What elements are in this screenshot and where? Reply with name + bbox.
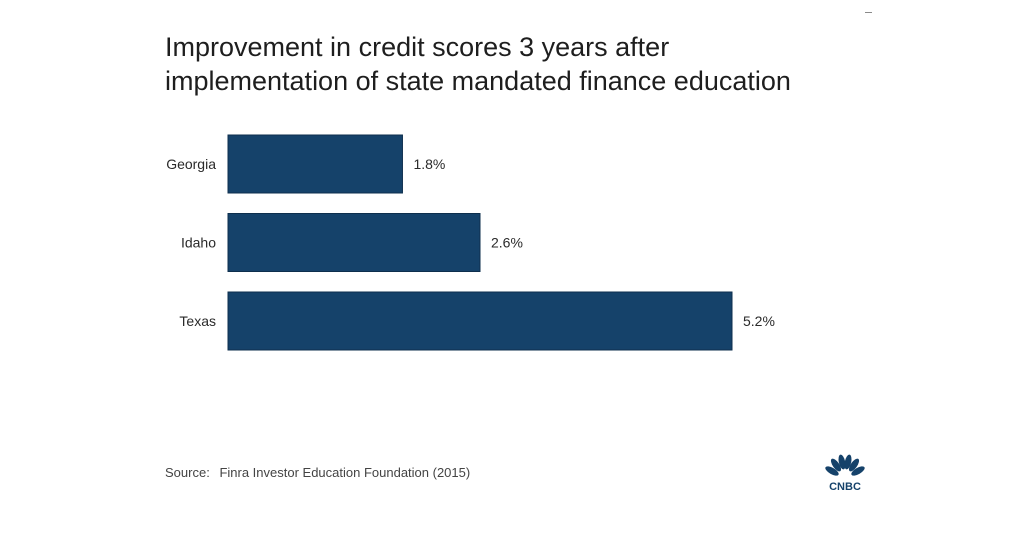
category-label-texas: Texas: [179, 313, 216, 329]
chart-title-line-2: implementation of state mandated finance…: [165, 66, 791, 96]
peacock-feathers: [825, 454, 865, 476]
decorative-dash: [865, 12, 872, 13]
source-text: Finra Investor Education Foundation (201…: [219, 465, 471, 480]
cnbc-peacock-logo-icon: CNBC: [825, 454, 865, 492]
value-label-georgia: 1.8%: [413, 156, 445, 172]
category-label-georgia: Georgia: [166, 156, 216, 172]
bar-texas: [227, 291, 733, 351]
chart-title: Improvement in credit scores 3 years aft…: [165, 30, 865, 98]
logo-text: CNBC: [829, 481, 861, 492]
bar-idaho: [227, 213, 481, 272]
chart-title-line-1: Improvement in credit scores 3 years aft…: [165, 32, 670, 62]
value-label-texas: 5.2%: [743, 313, 775, 329]
category-label-idaho: Idaho: [181, 235, 216, 251]
source-note: Source: Finra Investor Education Foundat…: [165, 465, 470, 480]
value-label-idaho: 2.6%: [491, 235, 523, 251]
bar-georgia: [227, 134, 403, 194]
source-label: Source:: [165, 465, 210, 480]
